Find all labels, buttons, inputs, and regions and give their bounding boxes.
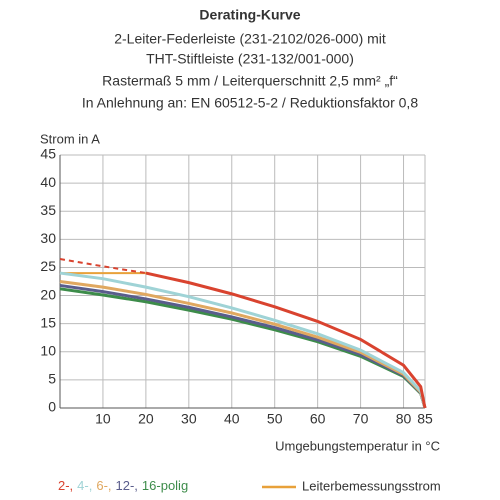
y-tick-label: 0 (48, 399, 56, 415)
y-tick-label: 20 (40, 286, 56, 302)
y-tick-label: 45 (40, 146, 56, 162)
y-tick-label: 10 (40, 342, 56, 358)
legend-entry: 6-, (96, 478, 111, 493)
x-tick-label: 70 (353, 411, 369, 427)
series-line (59, 287, 427, 409)
x-axis-label: Umgebungstemperatur in °C (275, 438, 440, 453)
series-line (145, 271, 427, 409)
series-line-dashed (59, 258, 147, 275)
y-tick-label: 5 (48, 371, 56, 387)
y-tick-label: 25 (40, 258, 56, 274)
x-tick-label: 40 (224, 411, 240, 427)
subtitle: Rastermaß 5 mm / Leiterquerschnitt 2,5 m… (102, 73, 398, 89)
subtitle: THT-Stiftleiste (231-132/001-000) (146, 51, 354, 67)
x-tick-label: 30 (181, 411, 197, 427)
x-tick-label: 80 (396, 411, 412, 427)
y-tick-label: 30 (40, 230, 56, 246)
x-tick-label: 20 (138, 411, 154, 427)
chart-title: Derating-Kurve (199, 7, 300, 23)
y-axis-label: Strom in A (40, 131, 100, 146)
x-tick-label: 60 (310, 411, 326, 427)
subtitle: In Anlehnung an: EN 60512-5-2 / Reduktio… (82, 95, 418, 111)
legend-entry: 4-, (77, 478, 92, 493)
y-tick-label: 40 (40, 174, 56, 190)
legend-entry: 2-, (58, 478, 73, 493)
x-tick-label: 50 (267, 411, 283, 427)
legend-entry: 16-polig (142, 478, 188, 493)
x-tick-label: 85 (417, 411, 433, 427)
subtitle: 2-Leiter-Federleiste (231-2102/026-000) … (114, 31, 386, 47)
legend-entry: 12-, (116, 478, 138, 493)
legend-entry: Leiterbemessungsstrom (302, 478, 441, 493)
y-tick-label: 35 (40, 202, 56, 218)
series-line (59, 271, 427, 409)
x-tick-label: 10 (95, 411, 111, 427)
y-tick-label: 15 (40, 314, 56, 330)
legend: 2-, 4-, 6-, 12-, 16-polig (58, 478, 188, 493)
